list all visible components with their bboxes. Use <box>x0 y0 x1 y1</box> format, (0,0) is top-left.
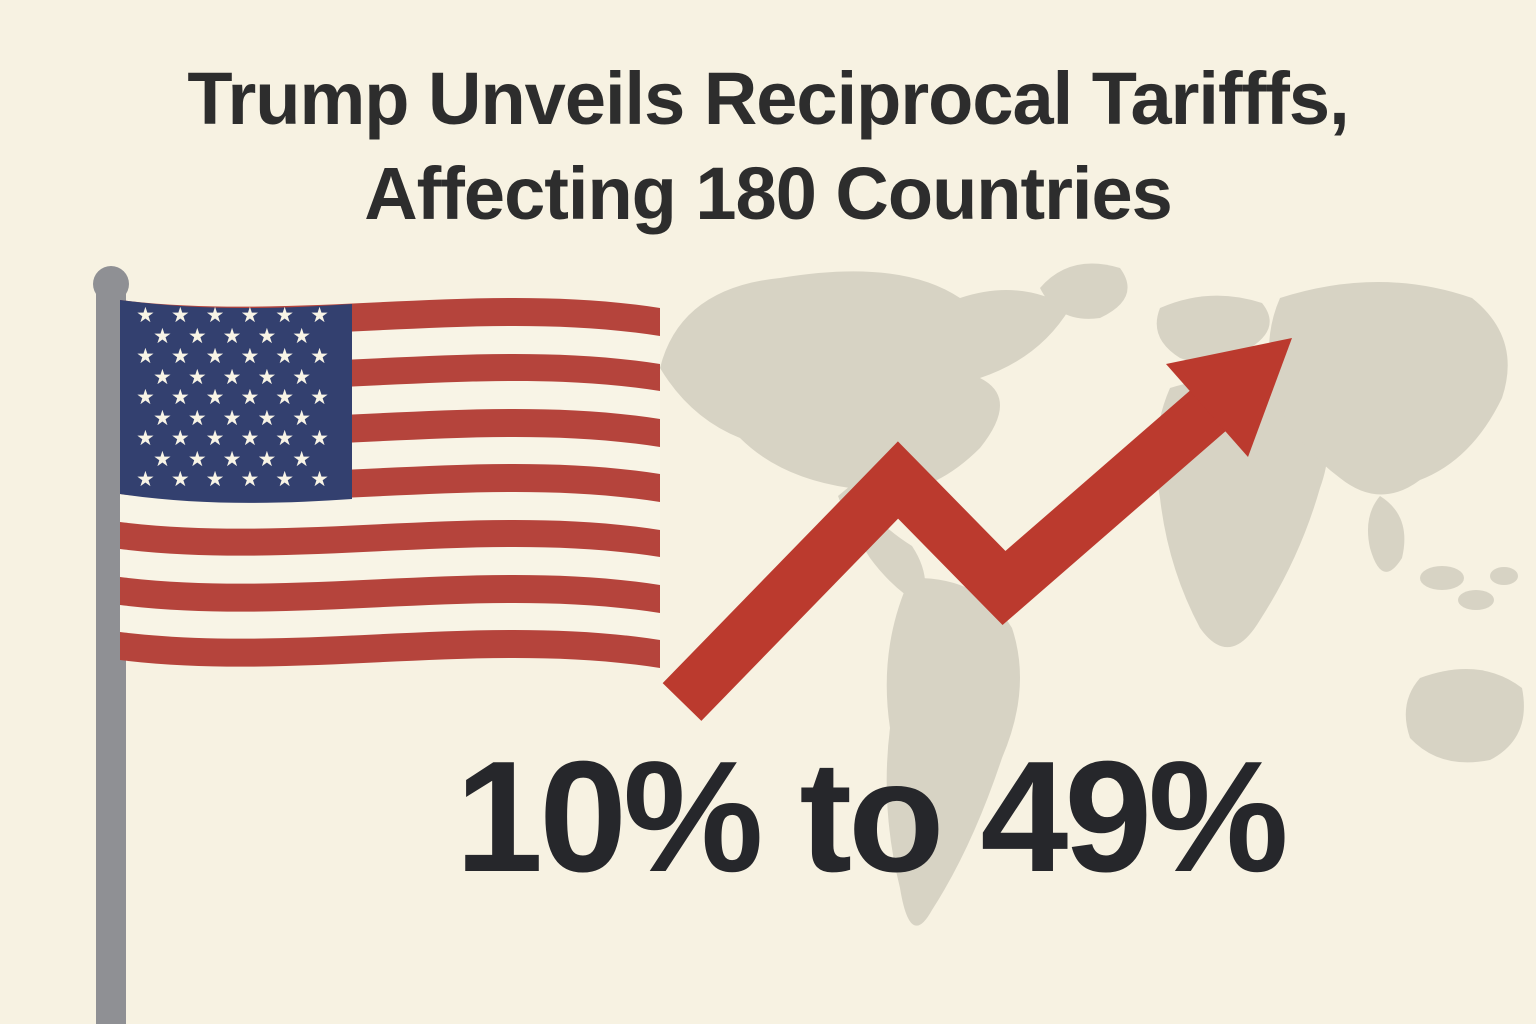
svg-text:★★★★★★: ★★★★★★ <box>136 385 345 409</box>
svg-text:★★★★★: ★★★★★ <box>153 447 327 471</box>
svg-text:★★★★★★: ★★★★★★ <box>136 344 345 368</box>
svg-text:★★★★★★: ★★★★★★ <box>136 426 345 450</box>
world-map-icon <box>660 263 1524 926</box>
us-flag-icon: ★★★★★★ ★★★★★ ★★★★★★ ★★★★★ ★★★★★★ ★★★★★ ★… <box>120 297 660 668</box>
headline-line2: Affecting 180 Countries <box>364 151 1173 235</box>
flag-stars: ★★★★★★ ★★★★★ ★★★★★★ ★★★★★ ★★★★★★ ★★★★★ ★… <box>136 303 345 491</box>
world-map-background <box>660 263 1524 926</box>
flag-canton <box>120 300 352 503</box>
svg-text:★★★★★: ★★★★★ <box>153 406 327 430</box>
svg-text:★★★★★★: ★★★★★★ <box>136 467 345 491</box>
svg-text:★★★★★: ★★★★★ <box>153 365 327 389</box>
svg-text:★★★★★: ★★★★★ <box>153 324 327 348</box>
tariff-range-text: 10% to 49% <box>455 729 1288 905</box>
svg-text:★★★★★★: ★★★★★★ <box>136 303 345 327</box>
headline-line1: Trump Unveils Reciprocal Tarifffs, <box>187 57 1349 140</box>
headline: Trump Unveils Reciprocal Tarifffs, Affec… <box>0 52 1536 241</box>
